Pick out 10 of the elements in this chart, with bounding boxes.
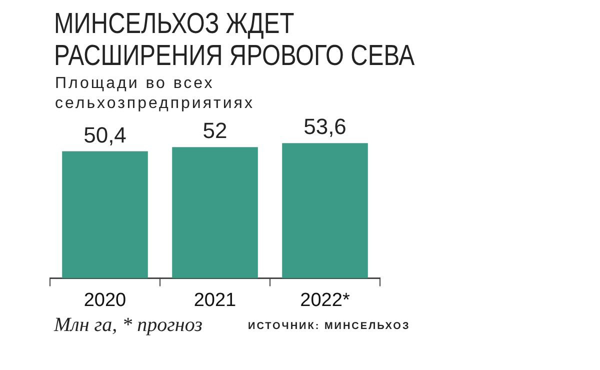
text: Млн га, * прогноз [54, 314, 202, 337]
x-tick-label: 2020 [84, 290, 126, 311]
data-label: 50,4 [84, 122, 126, 148]
x-tick-label: 2022* [300, 290, 350, 311]
x-tick-label: 2021 [194, 290, 236, 311]
chart-subtitle: Площади во всех сельхозпредприятиях [55, 74, 256, 114]
text: ИСТОЧНИК: МИНСЕЛЬХОЗ [248, 321, 410, 332]
chart-title: МИНСЕЛЬХОЗ ЖДЕТ РАСШИРЕНИЯ ЯРОВОГО СЕВА [54, 8, 416, 72]
data-label: 52 [202, 118, 228, 144]
data-label: 53,6 [304, 114, 346, 140]
